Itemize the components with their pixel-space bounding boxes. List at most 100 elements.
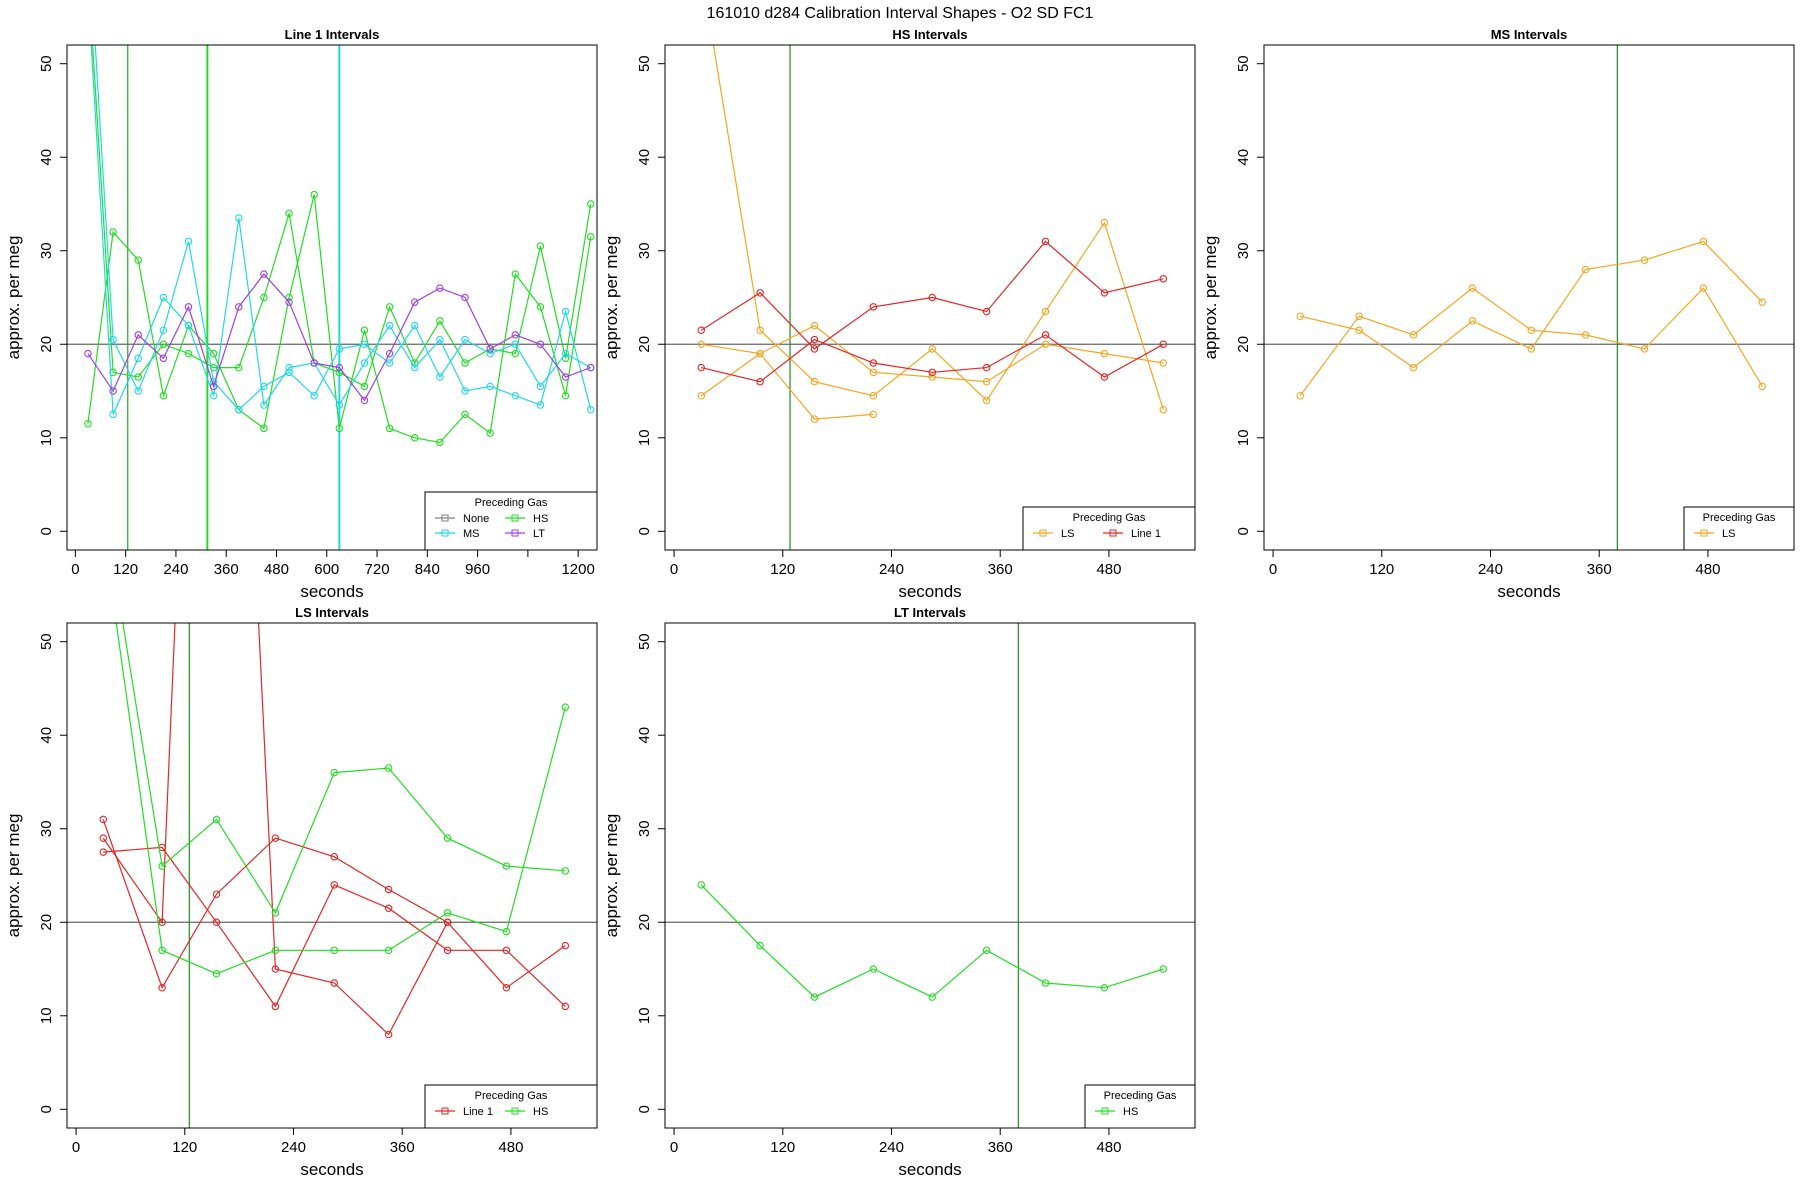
legend: Preceding Gas HS — [1084, 1084, 1196, 1129]
data-point — [461, 410, 469, 419]
y-tick-label: 40 — [1235, 149, 1252, 166]
data-point — [260, 424, 268, 433]
x-tick-label: 240 — [281, 1139, 306, 1156]
data-point — [486, 345, 494, 353]
data-point — [1041, 307, 1050, 316]
x-tick-label: 480 — [1096, 561, 1121, 578]
data-point — [212, 918, 221, 927]
data-point — [869, 359, 878, 367]
data-point — [1100, 289, 1109, 297]
y-axis-label: approx. per meg — [602, 236, 621, 360]
y-tick-label: 20 — [636, 914, 653, 931]
data-point — [928, 368, 937, 377]
data-point — [260, 401, 268, 409]
data-point — [697, 326, 705, 334]
data-point — [869, 410, 878, 419]
data-point — [511, 331, 520, 339]
data-point — [1758, 298, 1767, 306]
y-tick-label: 50 — [38, 633, 55, 650]
legend-box — [1683, 506, 1795, 551]
data-point — [1041, 340, 1050, 349]
x-tick-label: 360 — [988, 561, 1013, 578]
plot-area — [67, 45, 597, 550]
data-point — [184, 321, 193, 330]
data-point — [1159, 359, 1168, 367]
data-point — [360, 396, 369, 405]
legend-swatch-marker — [441, 529, 449, 537]
series-line-ls — [1300, 240, 1763, 369]
data-point — [384, 946, 393, 955]
legend-title: Preceding Gas — [1073, 512, 1146, 524]
data-point — [561, 307, 570, 316]
data-point — [410, 321, 419, 330]
legend-entry: HS — [533, 513, 548, 525]
series-line-ls — [701, 324, 1164, 383]
data-point — [982, 946, 991, 955]
data-point — [385, 303, 394, 311]
data-point — [1296, 391, 1304, 400]
y-tick-label: 40 — [636, 149, 653, 166]
y-axis-label: approx. per meg — [4, 236, 23, 360]
y-tick-label: 20 — [38, 336, 55, 353]
legend-swatch-marker — [1109, 529, 1117, 537]
data-point — [1041, 979, 1050, 987]
data-point — [697, 340, 705, 349]
series-line-hs — [700, 884, 1164, 998]
data-point — [810, 415, 819, 423]
data-point — [410, 298, 419, 306]
x-tick-label: 240 — [163, 561, 188, 578]
series-line-hs — [91, 45, 592, 388]
data-point — [536, 303, 545, 311]
data-point — [810, 377, 819, 386]
y-tick-label: 50 — [1235, 55, 1252, 72]
data-point — [1041, 331, 1050, 339]
data-point — [697, 363, 705, 372]
x-tick-label: 240 — [879, 1139, 904, 1156]
data-point — [869, 965, 878, 973]
x-tick-label: 240 — [1478, 561, 1503, 578]
data-point — [561, 941, 570, 950]
data-point — [756, 349, 764, 358]
data-point — [209, 349, 218, 358]
legend: Preceding Gas LS Line 1 — [1022, 506, 1196, 551]
data-point — [184, 237, 193, 246]
data-point — [1159, 340, 1168, 349]
data-point — [1468, 317, 1477, 325]
data-point — [486, 382, 494, 391]
data-point — [511, 270, 520, 278]
plot-area — [665, 623, 1195, 1128]
y-tick-label: 20 — [636, 336, 653, 353]
data-point — [310, 391, 318, 400]
data-point — [536, 401, 545, 409]
x-tick-label: 120 — [770, 1139, 795, 1156]
plot-frame — [664, 622, 1196, 1129]
data-point — [99, 848, 107, 856]
data-point — [436, 335, 444, 344]
y-tick-label: 30 — [38, 242, 55, 259]
series-line-ls — [1299, 287, 1763, 397]
data-point — [461, 387, 469, 395]
data-point — [159, 340, 168, 349]
data-point — [436, 317, 444, 325]
legend: Preceding Gas LS — [1683, 506, 1795, 551]
data-point — [586, 363, 595, 372]
data-point — [436, 373, 444, 381]
data-point — [561, 349, 570, 358]
x-tick-label: 240 — [879, 561, 904, 578]
data-point — [1468, 284, 1477, 292]
data-point — [385, 359, 394, 367]
x-tick-label: 600 — [314, 561, 339, 578]
data-point — [134, 354, 142, 363]
legend-entry: MS — [463, 528, 480, 540]
data-point — [536, 340, 545, 349]
x-tick-label: 480 — [1695, 561, 1720, 578]
data-point — [159, 391, 168, 400]
data-point — [335, 363, 344, 372]
x-axis-label: seconds — [898, 582, 961, 601]
legend-box — [1022, 506, 1196, 551]
x-axis-label: seconds — [300, 1160, 363, 1179]
data-point — [1699, 237, 1708, 246]
data-point — [1041, 237, 1050, 246]
data-point — [1699, 284, 1708, 292]
data-point — [1527, 326, 1536, 334]
